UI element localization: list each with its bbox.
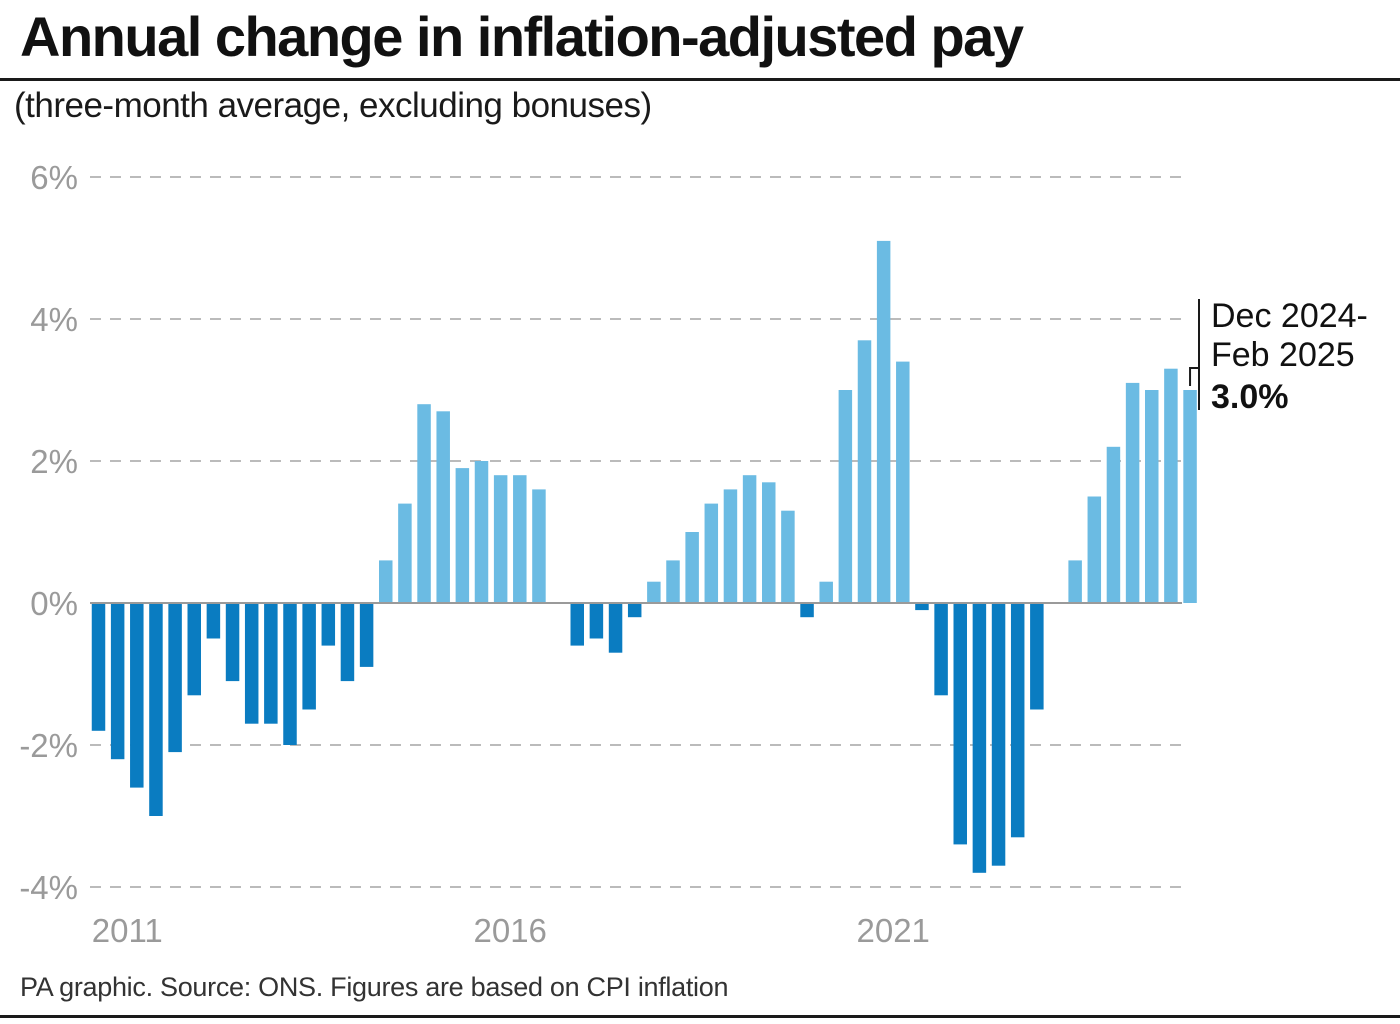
- bar: [685, 532, 699, 603]
- bar: [570, 603, 584, 646]
- bar: [781, 510, 795, 603]
- bar: [264, 603, 278, 724]
- bar: [1068, 560, 1082, 603]
- source-note: PA graphic. Source: ONS. Figures are bas…: [20, 972, 729, 1002]
- annotation-period-start: Dec 2024-: [1211, 297, 1368, 335]
- y-tick-label: 4%: [30, 301, 78, 338]
- bar: [819, 581, 833, 603]
- bar: [742, 475, 757, 603]
- bar: [1106, 446, 1121, 603]
- bars: [91, 240, 1197, 873]
- bar: [321, 603, 336, 646]
- bar: [915, 603, 929, 611]
- bar: [647, 581, 661, 603]
- y-tick-label: -4%: [19, 869, 78, 906]
- bar: [532, 489, 546, 603]
- bar: [130, 603, 144, 788]
- bar: [436, 411, 450, 603]
- latest-value-annotation: Dec 2024- Feb 2025 3.0%: [1189, 297, 1368, 416]
- bar: [149, 603, 163, 816]
- bar: [513, 475, 527, 603]
- bar: [1183, 390, 1197, 603]
- y-tick-label: -2%: [19, 727, 78, 764]
- bar: [953, 603, 967, 845]
- bar: [704, 503, 719, 603]
- bar: [206, 603, 221, 639]
- bar: [1087, 496, 1102, 603]
- bar: [168, 603, 182, 753]
- bar: [896, 361, 910, 603]
- bar: [627, 603, 642, 618]
- bar: [762, 482, 776, 603]
- annotation-period-end: Feb 2025: [1211, 336, 1355, 374]
- bar: [1145, 390, 1159, 603]
- bar: [340, 603, 355, 682]
- bar: [838, 390, 853, 603]
- annotation-connector: [1189, 367, 1199, 386]
- y-tick-label: 2%: [30, 443, 78, 480]
- bar: [608, 603, 623, 653]
- bar: [379, 560, 393, 603]
- bar: [991, 603, 1006, 866]
- title-rule: [0, 78, 1400, 81]
- bar: [359, 603, 374, 667]
- bar: [225, 603, 240, 682]
- x-axis-labels: 2011 2016 2021: [92, 912, 930, 949]
- bar: [1010, 603, 1025, 838]
- y-axis-labels: 6% 4% 2% 0% -2% -4%: [19, 159, 78, 906]
- bar: [1030, 603, 1044, 710]
- chart-subtitle: (three-month average, excluding bonuses): [14, 86, 652, 125]
- bar: [1164, 368, 1178, 603]
- bar: [493, 475, 508, 603]
- bar: [417, 404, 431, 603]
- bar: [398, 503, 412, 603]
- bar: [857, 340, 872, 603]
- annotation-value: 3.0%: [1211, 378, 1289, 416]
- bar: [283, 603, 297, 745]
- bar: [800, 603, 814, 618]
- bottom-rule: [0, 1015, 1400, 1018]
- x-tick-label: 2011: [92, 912, 163, 949]
- x-tick-label: 2016: [474, 912, 547, 949]
- bar: [589, 603, 604, 639]
- bar: [187, 603, 201, 696]
- bar: [244, 603, 259, 724]
- bar: [876, 240, 891, 603]
- bar: [1125, 382, 1140, 603]
- y-tick-label: 6%: [30, 159, 78, 196]
- bar: [666, 560, 680, 603]
- bar: [972, 603, 987, 873]
- y-tick-label: 0%: [30, 585, 78, 622]
- bar: [302, 603, 316, 710]
- bar: [723, 489, 738, 603]
- bar: [934, 603, 948, 696]
- x-tick-label: 2021: [857, 912, 930, 949]
- bar: [110, 603, 125, 760]
- bar: [91, 603, 106, 731]
- bar: [474, 461, 489, 603]
- chart-title: Annual change in inflation-adjusted pay: [20, 5, 1024, 68]
- bar: [455, 468, 470, 603]
